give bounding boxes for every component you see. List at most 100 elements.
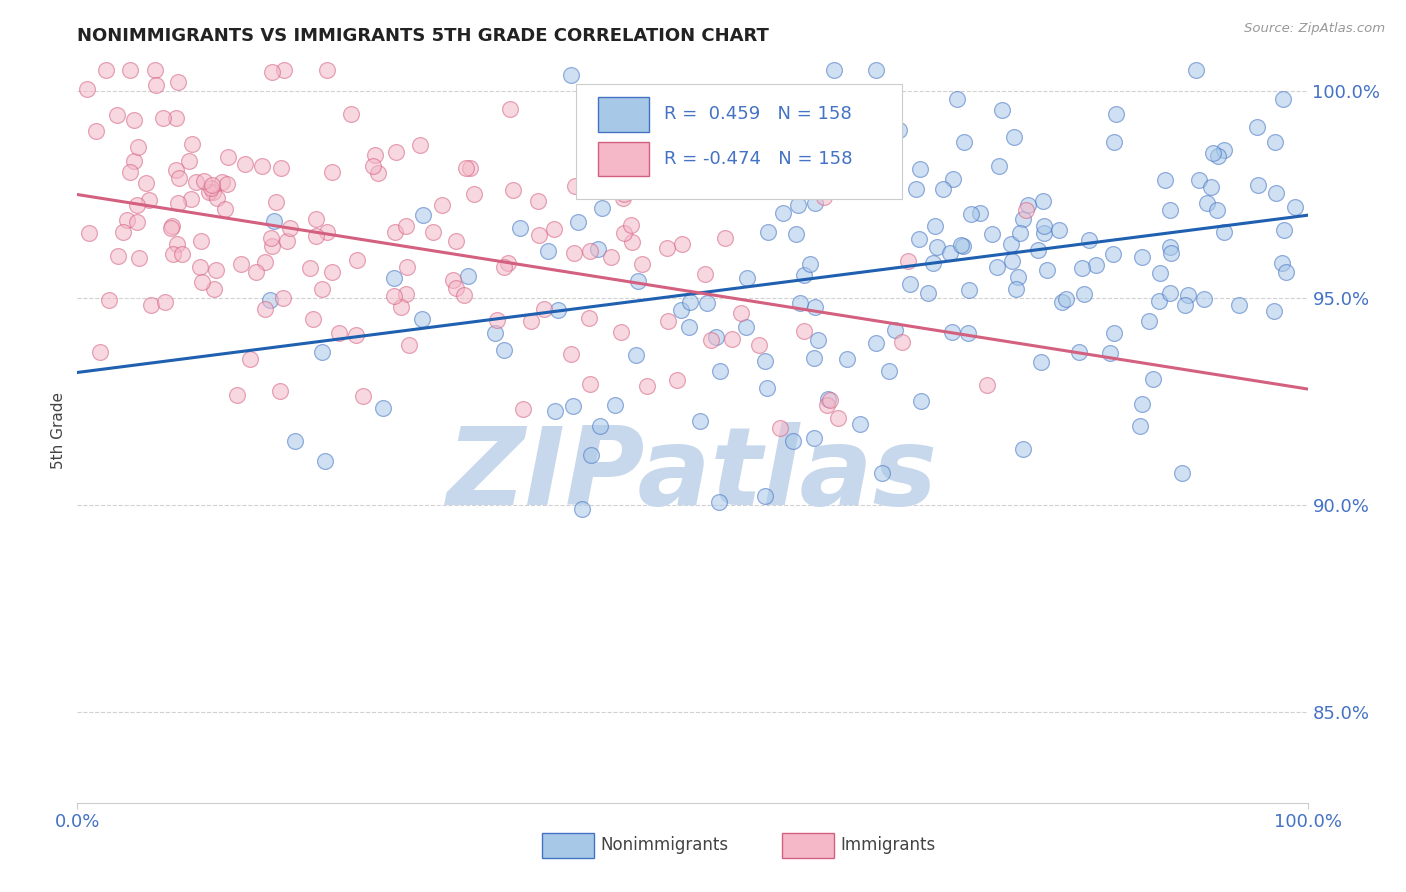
Point xyxy=(269,384,291,398)
Point xyxy=(463,187,485,202)
Point xyxy=(1160,246,1182,260)
Point xyxy=(1000,237,1022,252)
Point xyxy=(316,225,339,239)
Point xyxy=(253,302,276,317)
Point xyxy=(730,306,752,320)
Point xyxy=(181,136,204,151)
Point xyxy=(412,208,434,222)
Point xyxy=(398,338,420,352)
Point xyxy=(1246,120,1268,135)
Point xyxy=(124,154,146,169)
Text: Source: ZipAtlas.com: Source: ZipAtlas.com xyxy=(1244,22,1385,36)
Point xyxy=(239,352,262,367)
Point xyxy=(276,234,298,248)
Point xyxy=(214,202,236,216)
Point xyxy=(1184,63,1206,78)
Point xyxy=(367,166,389,180)
Point xyxy=(883,322,905,336)
Point xyxy=(153,294,176,309)
Point xyxy=(803,351,825,365)
Point xyxy=(742,165,765,179)
Point xyxy=(600,250,623,264)
Point xyxy=(1159,202,1181,217)
Point xyxy=(589,419,612,434)
Point xyxy=(125,198,148,212)
Point xyxy=(1050,294,1073,309)
Point xyxy=(1078,233,1101,247)
Point xyxy=(1202,146,1225,161)
Point xyxy=(385,145,408,160)
Point xyxy=(818,392,841,407)
Point xyxy=(520,314,543,328)
Point xyxy=(620,235,643,250)
Point xyxy=(172,247,194,261)
Point xyxy=(118,165,141,179)
Point xyxy=(499,102,522,116)
Point xyxy=(990,103,1012,118)
Point xyxy=(245,265,267,279)
Point xyxy=(384,225,406,239)
FancyBboxPatch shape xyxy=(598,142,650,177)
Point xyxy=(969,205,991,219)
Point xyxy=(1147,293,1170,308)
Point xyxy=(235,156,257,170)
Point xyxy=(1015,202,1038,217)
Point xyxy=(562,246,585,260)
Point xyxy=(1033,227,1056,241)
Point xyxy=(1272,91,1295,105)
Point xyxy=(305,211,328,226)
Point xyxy=(1137,314,1160,328)
Point xyxy=(898,277,921,292)
Point xyxy=(564,179,586,194)
Point xyxy=(446,234,468,248)
Point xyxy=(610,325,633,339)
Point xyxy=(526,194,548,209)
Point xyxy=(346,253,368,268)
Point xyxy=(89,344,111,359)
Point xyxy=(671,237,693,252)
Point xyxy=(162,247,184,261)
Point xyxy=(107,249,129,263)
Point xyxy=(371,401,394,415)
Point xyxy=(141,297,163,311)
Point xyxy=(193,173,215,187)
Point xyxy=(166,196,188,211)
Point xyxy=(959,207,981,221)
Point xyxy=(578,244,600,259)
Point xyxy=(981,227,1004,242)
Point xyxy=(321,164,343,178)
Point xyxy=(453,288,475,302)
Point xyxy=(143,63,166,78)
Point xyxy=(1272,223,1295,237)
Point xyxy=(578,310,600,325)
Point xyxy=(607,169,630,184)
Point xyxy=(756,226,779,240)
Point xyxy=(561,399,583,413)
Point xyxy=(897,253,920,268)
Point xyxy=(1085,258,1108,272)
Point xyxy=(1001,254,1024,268)
Point xyxy=(314,454,336,468)
Point xyxy=(211,175,233,189)
Point xyxy=(127,139,149,153)
Point xyxy=(1212,225,1234,239)
Point xyxy=(544,403,567,417)
Point xyxy=(1036,263,1059,277)
Point xyxy=(988,159,1011,173)
Point xyxy=(284,434,307,448)
Point xyxy=(952,238,974,252)
Point xyxy=(97,293,120,308)
Point xyxy=(754,489,776,503)
Point xyxy=(1188,172,1211,186)
Point xyxy=(444,281,467,295)
Point xyxy=(807,333,830,347)
Point xyxy=(321,265,343,279)
Point xyxy=(953,135,976,149)
Point xyxy=(1265,186,1288,200)
Point xyxy=(1274,264,1296,278)
Point xyxy=(813,189,835,203)
Text: R = -0.474   N = 158: R = -0.474 N = 158 xyxy=(664,150,852,168)
Point xyxy=(363,147,385,161)
Point xyxy=(754,354,776,368)
Point xyxy=(533,302,555,317)
